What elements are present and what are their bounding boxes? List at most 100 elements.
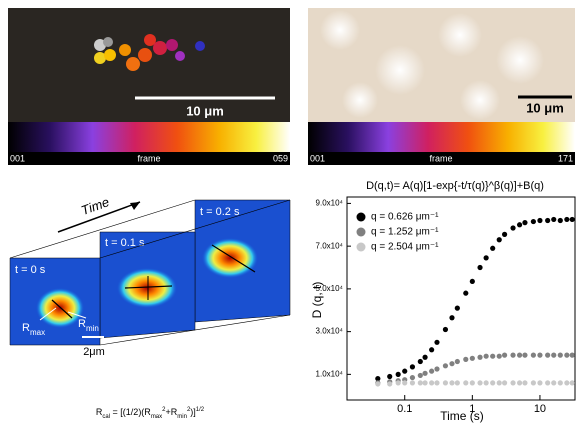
data-point [387,374,392,379]
x-tick-label: 1 [469,403,475,415]
data-point [537,218,542,223]
data-point [410,375,415,380]
data-point [463,357,468,362]
data-point [490,380,495,385]
chart: D(q,t)= A(q)[1-exp{-t/τ(q)}^β(q)]+B(q) D… [310,180,575,423]
colorbar-label: frame [137,153,160,163]
data-point [570,380,575,385]
data-point [443,380,448,385]
data-point [537,380,542,385]
data-point [455,380,460,385]
data-point [564,380,569,385]
data-point [522,220,527,225]
data-point [434,340,439,345]
colorbar-label: 171 [558,153,573,163]
data-point [455,359,460,364]
data-point [510,353,515,358]
scale-label: 2μm [83,346,105,358]
x-tick-label: 10 [534,403,546,415]
data-point [402,369,407,374]
colorbar [8,122,290,152]
x-axis-label: Time (s) [440,409,484,423]
data-point [537,353,542,358]
data-point [502,232,507,237]
colorbar-label: 059 [273,153,288,163]
legend-label: q = 0.626 μm⁻¹ [371,212,439,223]
legend-marker [357,213,366,222]
data-point [429,369,434,374]
data-point [455,306,460,311]
legend-label: q = 1.252 μm⁻¹ [371,227,439,238]
data-point [502,380,507,385]
legend-label: q = 2.504 μm⁻¹ [371,242,439,253]
data-point [502,353,507,358]
data-point [570,217,575,222]
data-point [522,353,527,358]
panel-bottom-left: Time t = 0.2 s t = 0.1 s t = 0 s Rmax Rm… [10,194,290,419]
x-tick-label: 0.1 [397,403,412,415]
data-point [396,380,401,385]
data-point [522,380,527,385]
data-point [484,255,489,260]
data-point [517,222,522,227]
data-point [463,291,468,296]
data-point [545,353,550,358]
scale-label: 10 μm [526,100,564,115]
data-point [470,356,475,361]
data-point [517,353,522,358]
colorbar-label: frame [429,153,452,163]
colorbar-label: 001 [310,153,325,163]
data-point [470,279,475,284]
data-point [490,354,495,359]
data-point [545,380,550,385]
data-point [418,380,423,385]
data-point [484,354,489,359]
arrow-head [130,202,140,210]
data-point [558,218,563,223]
frame-label: t = 0.2 s [200,206,240,218]
legend-marker [357,243,366,252]
formula: Rcal = [(1/2)(Rmax2+Rmin2)]1/2 [96,407,205,420]
image [8,8,290,122]
data-point [558,353,563,358]
data-point [564,353,569,358]
data-point [387,381,392,386]
data-point [396,372,401,377]
data-point [410,364,415,369]
data-point [422,355,427,360]
data-point [422,380,427,385]
y-tick-label: 1.0x10⁴ [316,369,344,378]
data-point [477,265,482,270]
data-point [429,347,434,352]
legend-marker [357,228,366,237]
data-point [443,327,448,332]
data-point [410,380,415,385]
particle [202,238,258,278]
data-point [449,380,454,385]
frame-label: t = 0 s [15,264,46,276]
data-point [545,218,550,223]
figure: 10 μm 001 frame 059 10 μm 001 frame 171 … [0,0,579,424]
data-point [434,366,439,371]
data-point [497,237,502,242]
y-tick-label: 5.0x10⁴ [316,284,344,293]
data-point [470,380,475,385]
data-point [429,380,434,385]
data-point [531,380,536,385]
data-point [418,373,423,378]
data-point [551,380,556,385]
data-point [497,380,502,385]
data-point [463,380,468,385]
data-point [402,380,407,385]
chart-title: D(q,t)= A(q)[1-exp{-t/τ(q)}^β(q)]+B(q) [366,180,544,192]
data-point [551,217,556,222]
data-point [422,371,427,376]
data-point [551,353,556,358]
data-point [434,380,439,385]
scale-label: 10 μm [186,103,224,118]
data-point [531,353,536,358]
colorbar-label: 001 [10,153,25,163]
data-point [418,359,423,364]
data-point [477,355,482,360]
data-point [449,315,454,320]
